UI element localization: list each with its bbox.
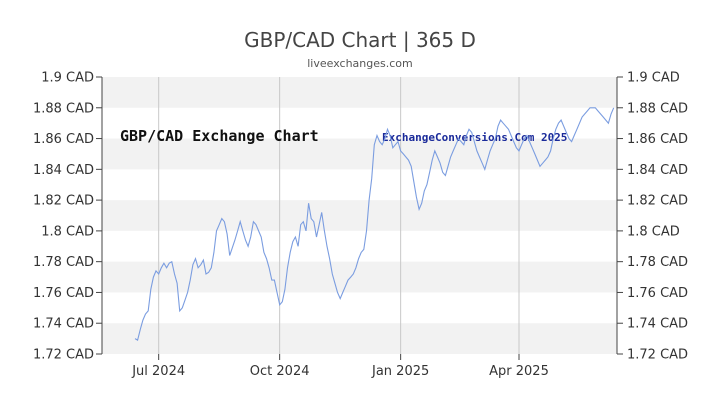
x-tick-label: Oct 2024 <box>250 364 310 379</box>
y-tick-label-right: 1.9 CAD <box>627 71 680 86</box>
y-tick-label: 1.82 CAD <box>33 194 94 209</box>
y-tick-label: 1.84 CAD <box>33 163 94 178</box>
y-tick-label: 1.76 CAD <box>33 286 94 301</box>
y-tick-label: 1.88 CAD <box>33 101 94 116</box>
y-tick-label: 1.86 CAD <box>33 132 94 147</box>
x-tick-label: Jul 2024 <box>131 364 185 379</box>
y-tick-label-right: 1.82 CAD <box>627 194 688 209</box>
y-tick-label: 1.72 CAD <box>33 348 94 363</box>
y-tick-label-right: 1.72 CAD <box>627 348 688 363</box>
chart-subtitle: liveexchanges.com <box>307 57 412 70</box>
y-tick-label: 1.74 CAD <box>33 317 94 332</box>
y-tick-label: 1.8 CAD <box>41 224 94 239</box>
chart-title: GBP/CAD Chart | 365 D <box>244 28 476 52</box>
y-tick-label: 1.78 CAD <box>33 255 94 270</box>
y-tick-label-right: 1.86 CAD <box>627 132 688 147</box>
grid-band <box>102 323 617 354</box>
watermark: ExchangeConversions.Com 2025 <box>382 131 567 144</box>
y-tick-label-right: 1.88 CAD <box>627 101 688 116</box>
x-tick-label: Apr 2025 <box>489 364 549 379</box>
grid-band <box>102 261 617 293</box>
y-tick-label: 1.9 CAD <box>41 71 94 86</box>
y-tick-label-right: 1.76 CAD <box>627 286 688 301</box>
x-tick-label: Jan 2025 <box>371 364 429 379</box>
grid-band <box>102 77 617 108</box>
y-tick-label-right: 1.8 CAD <box>627 224 680 239</box>
y-tick-label-right: 1.84 CAD <box>627 163 688 178</box>
grid-band <box>102 200 617 231</box>
y-tick-label-right: 1.78 CAD <box>627 255 688 270</box>
series-line <box>134 107 615 341</box>
y-tick-label-right: 1.74 CAD <box>627 317 688 332</box>
grid-band <box>102 138 617 170</box>
inner-chart-label: GBP/CAD Exchange Chart <box>120 127 319 145</box>
